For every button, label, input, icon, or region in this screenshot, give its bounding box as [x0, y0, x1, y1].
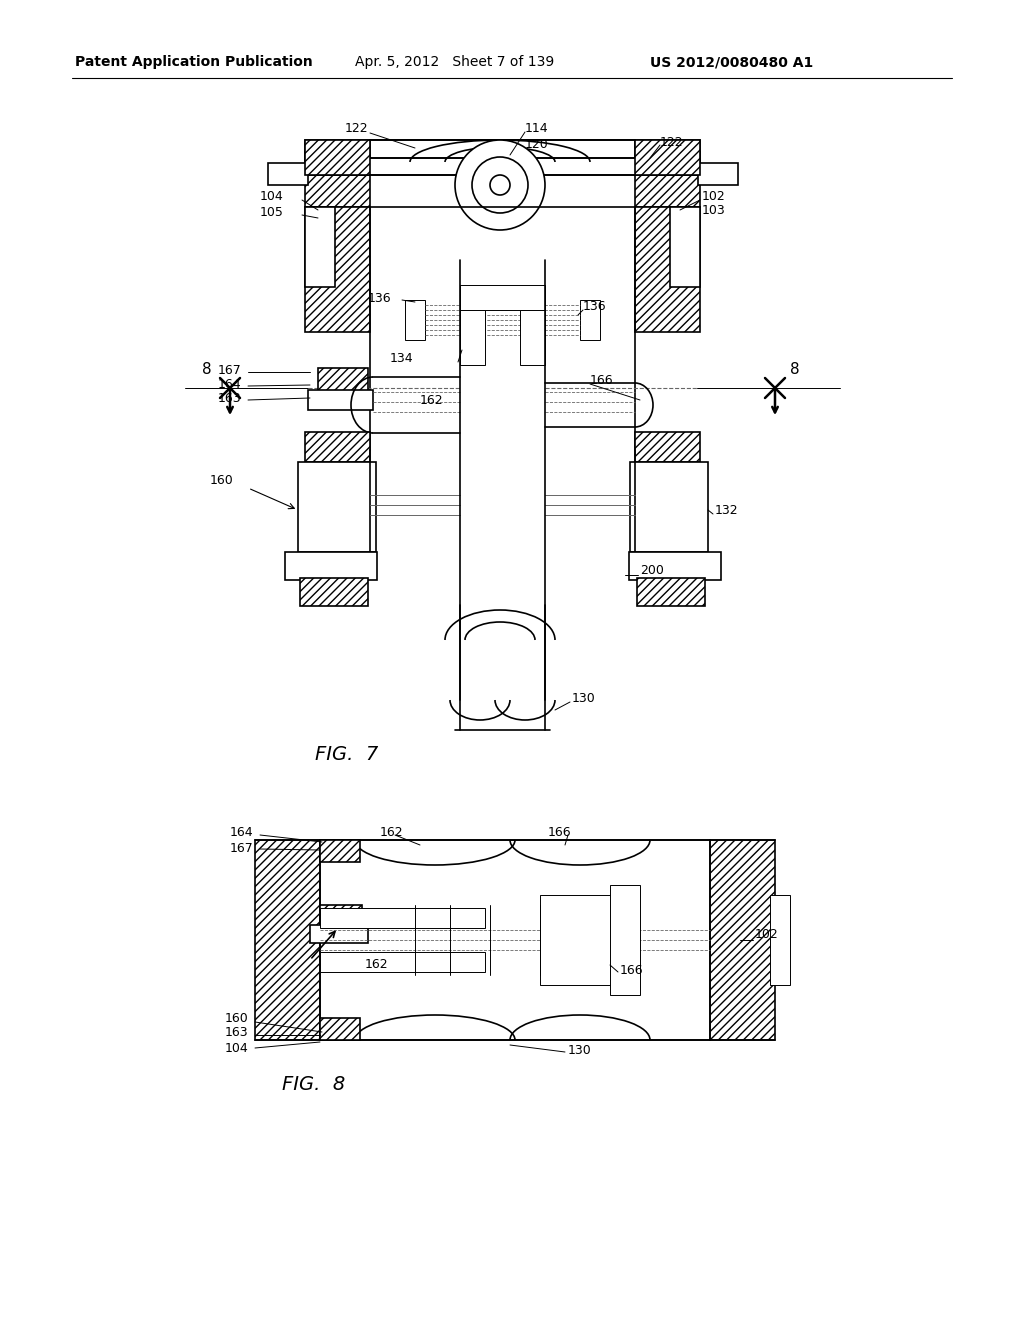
Bar	[610, 884, 640, 995]
Text: 200: 200	[640, 564, 664, 577]
Bar	[629, 552, 721, 579]
Bar	[298, 462, 376, 552]
Text: 104: 104	[260, 190, 284, 202]
Bar	[319, 908, 485, 928]
Bar	[308, 389, 373, 411]
Text: 167: 167	[218, 363, 242, 376]
Bar	[635, 432, 700, 462]
Text: Patent Application Publication: Patent Application Publication	[75, 55, 312, 69]
Text: 160: 160	[210, 474, 233, 487]
Text: 132: 132	[715, 503, 738, 516]
Text: 114: 114	[525, 121, 549, 135]
Text: 134: 134	[390, 351, 414, 364]
Bar	[305, 152, 370, 207]
Bar	[305, 207, 335, 286]
Text: 120: 120	[525, 139, 549, 152]
Bar	[319, 952, 485, 972]
Bar	[460, 285, 545, 310]
Text: 167: 167	[230, 842, 254, 854]
Text: 164: 164	[218, 378, 242, 391]
Text: FIG.  8: FIG. 8	[282, 1076, 345, 1094]
Bar	[670, 207, 700, 286]
Bar	[319, 906, 362, 933]
Bar	[305, 207, 370, 333]
Text: 166: 166	[590, 374, 613, 387]
Text: FIG.  7: FIG. 7	[315, 746, 378, 764]
Text: 105: 105	[260, 206, 284, 219]
Bar	[635, 152, 700, 207]
Text: 166: 166	[548, 825, 571, 838]
Text: 122: 122	[345, 121, 369, 135]
Bar	[300, 578, 368, 606]
Bar	[319, 1018, 360, 1040]
Text: 166: 166	[620, 964, 644, 977]
Bar	[630, 462, 708, 552]
Text: 130: 130	[572, 692, 596, 705]
Bar	[305, 432, 370, 462]
Text: Apr. 5, 2012   Sheet 7 of 139: Apr. 5, 2012 Sheet 7 of 139	[355, 55, 554, 69]
Bar	[255, 840, 319, 1040]
Bar	[370, 140, 635, 158]
Bar	[637, 578, 705, 606]
Text: 103: 103	[702, 203, 726, 216]
Bar	[580, 300, 600, 341]
Text: 162: 162	[420, 393, 443, 407]
Bar	[305, 140, 370, 176]
Text: 160: 160	[225, 1011, 249, 1024]
Bar	[635, 207, 700, 333]
Bar	[318, 368, 368, 396]
Text: 163: 163	[218, 392, 242, 404]
Text: 8: 8	[202, 363, 212, 378]
Circle shape	[472, 157, 528, 213]
Bar	[635, 140, 700, 176]
Text: US 2012/0080480 A1: US 2012/0080480 A1	[650, 55, 813, 69]
Bar	[520, 310, 545, 366]
Bar	[310, 925, 368, 942]
Bar	[460, 310, 485, 366]
Text: 136: 136	[583, 301, 606, 314]
Text: 102: 102	[755, 928, 778, 941]
Text: 102: 102	[702, 190, 726, 202]
Text: 130: 130	[568, 1044, 592, 1056]
Bar	[770, 895, 790, 985]
Text: 136: 136	[368, 292, 391, 305]
Text: 163: 163	[225, 1026, 249, 1039]
Bar	[710, 840, 775, 1040]
Text: 104: 104	[225, 1041, 249, 1055]
Circle shape	[490, 176, 510, 195]
Bar	[698, 162, 738, 185]
Bar	[319, 840, 360, 862]
Bar	[285, 552, 377, 579]
Circle shape	[455, 140, 545, 230]
Bar	[268, 162, 308, 185]
Text: 162: 162	[365, 958, 389, 972]
Text: 8: 8	[790, 363, 800, 378]
Bar	[540, 895, 635, 985]
Bar	[305, 140, 700, 176]
Text: 122: 122	[660, 136, 684, 149]
Text: 162: 162	[380, 825, 403, 838]
Text: 164: 164	[230, 825, 254, 838]
Bar	[406, 300, 425, 341]
